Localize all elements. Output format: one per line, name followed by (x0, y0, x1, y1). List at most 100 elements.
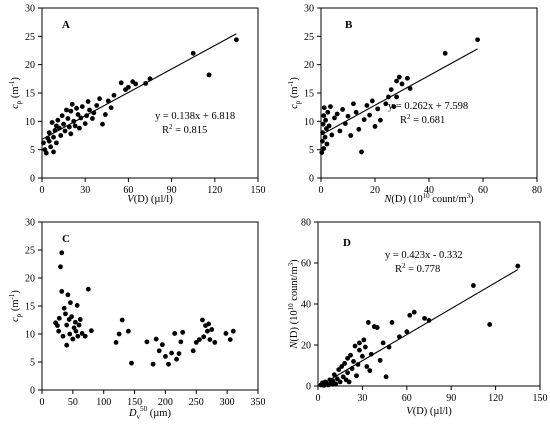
data-point (348, 352, 353, 358)
data-point (190, 348, 196, 354)
y-tick-label: 20 (25, 60, 35, 71)
x-tick-label: 150 (251, 185, 266, 196)
data-point (411, 309, 417, 315)
data-point (374, 325, 380, 330)
data-point (48, 144, 54, 150)
panel-label: C (62, 233, 70, 245)
x-tick-label: 0 (40, 397, 45, 408)
data-point (76, 322, 82, 328)
x-tick-label: 90 (446, 393, 456, 404)
data-point (334, 376, 340, 382)
data-point (360, 353, 365, 359)
panel-c: 0 50 100 150 200 250 300 350 0 5 10 15 20 25 30 C Dv50 (… (8, 218, 266, 422)
y-tick-label: 25 (304, 32, 314, 43)
data-point (322, 134, 328, 140)
data-point (364, 364, 370, 369)
panel-d: 0 30 60 90 120 150 0 20 40 60 80 Dy = 0.423x - 0.33… (287, 218, 548, 418)
data-point (320, 121, 326, 127)
data-point (156, 348, 162, 354)
r-squared: R2 = 0.681 (400, 113, 445, 126)
data-point (77, 125, 82, 131)
data-point (337, 379, 343, 385)
data-point (79, 331, 85, 336)
x-tick-label: 150 (127, 397, 142, 408)
data-point (359, 149, 364, 155)
y-tick-label: 80 (301, 218, 311, 229)
x-tick-label: 80 (532, 185, 542, 196)
data-point (88, 328, 94, 334)
data-point (56, 328, 62, 334)
data-point (383, 374, 389, 380)
data-point (100, 121, 105, 127)
data-point (58, 264, 63, 270)
data-point (111, 92, 117, 98)
data-point (172, 331, 178, 336)
data-point (223, 331, 229, 336)
x-tick-label: 40 (424, 185, 434, 196)
data-point (90, 116, 95, 121)
data-point (180, 329, 186, 335)
y-tick-label: 15 (25, 302, 35, 313)
y-tick-label: 30 (25, 218, 35, 229)
y-tick-label: 20 (301, 341, 311, 352)
data-point (234, 37, 239, 43)
data-point (361, 117, 367, 123)
data-point (49, 120, 55, 125)
data-point (207, 337, 213, 342)
data-point (333, 381, 339, 387)
data-point (73, 328, 79, 334)
data-point (394, 94, 399, 100)
data-point (196, 337, 202, 342)
y-tick-label: 5 (30, 358, 35, 369)
x-tick-label: 60 (478, 185, 488, 196)
data-point (354, 373, 359, 379)
data-point (378, 117, 383, 123)
data-point (69, 314, 75, 320)
data-point (64, 107, 69, 113)
data-point (190, 50, 196, 56)
data-point (340, 107, 345, 112)
data-point (46, 130, 52, 136)
data-point (396, 74, 402, 80)
data-point (321, 105, 327, 111)
data-point (380, 340, 386, 346)
data-point (404, 329, 410, 335)
y-axis-label: cp (m-1) (287, 77, 302, 109)
data-point (82, 333, 88, 339)
data-point (209, 327, 215, 332)
data-point (163, 354, 168, 359)
data-point (63, 311, 68, 317)
data-point (94, 103, 100, 108)
trend-line (320, 48, 478, 136)
x-axis-label: V(D) (µl/l) (127, 194, 173, 205)
y-tick-label: 30 (25, 4, 35, 15)
data-point (340, 374, 346, 380)
data-point (377, 357, 383, 363)
data-point (72, 123, 78, 129)
data-point (82, 121, 88, 126)
data-point (356, 126, 362, 132)
data-point (372, 124, 378, 129)
data-point (471, 283, 476, 288)
data-point (62, 128, 68, 134)
x-tick-label: 90 (167, 185, 177, 196)
x-tick-label: 20 (370, 185, 380, 196)
data-point (129, 360, 134, 366)
y-tick-label: 25 (25, 32, 35, 43)
data-point (345, 370, 350, 376)
data-point (394, 78, 399, 84)
data-point (200, 317, 205, 323)
data-point (487, 322, 493, 327)
data-point (325, 109, 331, 115)
data-point (201, 334, 207, 340)
data-point (204, 328, 210, 334)
plot-frame (41, 221, 259, 391)
data-point (351, 101, 356, 107)
data-point (342, 361, 348, 366)
regression-equation: y = 0.423x - 0.332 (385, 250, 463, 261)
data-point (367, 368, 373, 374)
x-tick-label: 50 (68, 397, 78, 408)
data-point (85, 99, 91, 104)
data-point (351, 359, 356, 364)
data-point (97, 96, 102, 102)
